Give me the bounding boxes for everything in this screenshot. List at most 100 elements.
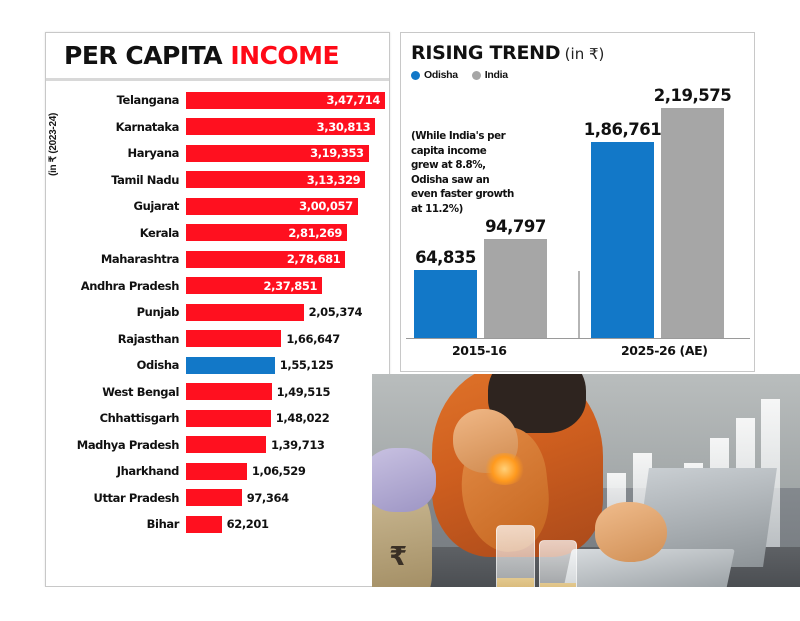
table-row: Bihar 62,201 bbox=[64, 511, 385, 538]
bar-value-label: 3,30,813 bbox=[316, 119, 371, 134]
state-label: Tamil Nadu bbox=[111, 172, 179, 187]
value-bar: 3,30,813 bbox=[186, 118, 376, 136]
value-bar: 2,05,374 bbox=[186, 303, 363, 321]
x-axis: 2015-16 2025-26 (AE) bbox=[406, 343, 750, 365]
legend-label: India bbox=[484, 69, 508, 81]
y-axis-label: (in ₹ (2023-24) bbox=[48, 113, 59, 176]
column-group: 64,835 94,797 bbox=[414, 108, 547, 338]
value-bar: 97,364 bbox=[186, 489, 289, 507]
state-label: Gujarat bbox=[133, 199, 180, 214]
column-bar: 2,19,575 bbox=[654, 86, 732, 338]
horizontal-bar-chart: (in ₹ (2023-24) Telangana 3,47,714 Karnata… bbox=[46, 81, 389, 581]
value-bar: 1,39,713 bbox=[186, 436, 325, 454]
bar-track: 2,05,374 bbox=[186, 303, 385, 321]
bar-value-label: 1,48,022 bbox=[275, 411, 330, 426]
bar-track: 97,364 bbox=[186, 489, 385, 507]
table-row: Telangana 3,47,714 bbox=[64, 87, 385, 114]
chart-legend: Odisha India bbox=[411, 69, 754, 81]
state-label: Haryana bbox=[127, 146, 180, 161]
bar-track: 3,13,329 bbox=[186, 171, 385, 189]
bar-track: 62,201 bbox=[186, 515, 385, 533]
column-fill bbox=[591, 142, 654, 338]
bar-track: 3,19,353 bbox=[186, 144, 385, 162]
table-row: Odisha 1,55,125 bbox=[64, 352, 385, 379]
column-plot-area: 64,835 94,797 1,86,761 2,19,575 bbox=[406, 86, 750, 339]
bar-value-label: 1,39,713 bbox=[270, 437, 325, 452]
bar-rows: Telangana 3,47,714 Karnataka 3,30,813 Haryan… bbox=[64, 87, 385, 538]
bar-track: 1,66,647 bbox=[186, 330, 385, 348]
column-value-label: 64,835 bbox=[415, 248, 476, 268]
x-tick-label: 2025-26 (AE) bbox=[621, 343, 708, 358]
rising-trend-panel: RISING TREND (in ₹) Odisha India (While … bbox=[400, 32, 755, 372]
stock-photo: ₹ bbox=[372, 374, 800, 621]
state-label: Maharashtra bbox=[100, 252, 180, 267]
legend-label: Odisha bbox=[424, 69, 458, 81]
bar-track: 3,30,813 bbox=[186, 118, 385, 136]
table-row: West Bengal 1,49,515 bbox=[64, 379, 385, 406]
column-value-label: 1,86,761 bbox=[583, 120, 662, 140]
value-bar: 2,81,269 bbox=[186, 224, 347, 242]
growth-note: (While India's per capita income grew at… bbox=[411, 130, 514, 216]
value-bar: 1,48,022 bbox=[186, 409, 330, 427]
page-bottom-margin bbox=[0, 587, 800, 621]
bar-value-label: 62,201 bbox=[226, 517, 269, 532]
table-row: Chhattisgarh 1,48,022 bbox=[64, 405, 385, 432]
column-group: 1,86,761 2,19,575 bbox=[584, 86, 732, 338]
table-row: Andhra Pradesh 2,37,851 bbox=[64, 273, 385, 300]
state-label: Chhattisgarh bbox=[99, 411, 180, 426]
column-bar: 64,835 bbox=[414, 248, 477, 338]
rising-trend-title: RISING TREND bbox=[411, 42, 561, 64]
table-row: Karnataka 3,30,813 bbox=[64, 114, 385, 141]
bar-value-label: 1,06,529 bbox=[251, 464, 306, 479]
bar-track: 1,39,713 bbox=[186, 436, 385, 454]
bar-track: 1,48,022 bbox=[186, 409, 385, 427]
table-row: Punjab 2,05,374 bbox=[64, 299, 385, 326]
legend-item-india: India bbox=[471, 69, 508, 81]
per-capita-income-panel: PER CAPITA INCOME (in ₹ (2023-24) Telang… bbox=[45, 32, 390, 587]
table-row: Rajasthan 1,66,647 bbox=[64, 326, 385, 353]
bar-track: 1,49,515 bbox=[186, 383, 385, 401]
right-panel-header: RISING TREND (in ₹) bbox=[401, 33, 754, 64]
state-label: Karnataka bbox=[115, 119, 180, 134]
value-bar: 1,66,647 bbox=[186, 330, 340, 348]
state-label: Madhya Pradesh bbox=[76, 437, 180, 452]
photo-light-glow bbox=[483, 453, 527, 486]
table-row: Haryana 3,19,353 bbox=[64, 140, 385, 167]
state-label: Bihar bbox=[146, 517, 180, 532]
bar-track: 2,37,851 bbox=[186, 277, 385, 295]
table-row: Maharashtra 2,78,681 bbox=[64, 246, 385, 273]
bar-value-label: 3,19,353 bbox=[310, 146, 364, 161]
bar-track: 3,47,714 bbox=[186, 91, 385, 109]
column-value-label: 2,19,575 bbox=[653, 86, 732, 105]
table-row: Uttar Pradesh 97,364 bbox=[64, 485, 385, 512]
bar-value-label: 2,37,851 bbox=[263, 278, 318, 293]
legend-item-odisha: Odisha bbox=[411, 69, 458, 81]
photo-money-bag-notes bbox=[372, 448, 437, 513]
state-label: Telangana bbox=[116, 93, 180, 108]
photo-hand-right bbox=[594, 502, 668, 562]
value-bar: 3,13,329 bbox=[186, 171, 366, 189]
bar-track: 2,81,269 bbox=[186, 224, 385, 242]
title-accent: INCOME bbox=[230, 41, 340, 70]
column-chart: 64,835 94,797 1,86,761 2,19,575 2015-16 202… bbox=[406, 86, 750, 371]
page-title: PER CAPITA INCOME bbox=[64, 41, 340, 70]
bar-value-label: 3,47,714 bbox=[326, 93, 380, 108]
table-row: Tamil Nadu 3,13,329 bbox=[64, 167, 385, 194]
column-bar: 1,86,761 bbox=[584, 120, 662, 338]
table-row: Madhya Pradesh 1,39,713 bbox=[64, 432, 385, 459]
bar-track: 1,55,125 bbox=[186, 356, 385, 374]
state-label: Punjab bbox=[136, 305, 180, 320]
state-label: Rajasthan bbox=[117, 331, 180, 346]
bar-value-label: 3,13,329 bbox=[306, 172, 361, 187]
value-bar: 2,78,681 bbox=[186, 250, 346, 268]
left-panel-header: PER CAPITA INCOME bbox=[46, 33, 389, 81]
table-row: Gujarat 3,00,057 bbox=[64, 193, 385, 220]
column-fill bbox=[484, 238, 547, 338]
state-label: Odisha bbox=[136, 358, 180, 373]
state-label: Kerala bbox=[139, 225, 180, 240]
bar-track: 1,06,529 bbox=[186, 462, 385, 480]
value-bar: 2,37,851 bbox=[186, 277, 323, 295]
bar-value-label: 1,55,125 bbox=[279, 358, 334, 373]
legend-swatch-icon bbox=[411, 70, 420, 80]
